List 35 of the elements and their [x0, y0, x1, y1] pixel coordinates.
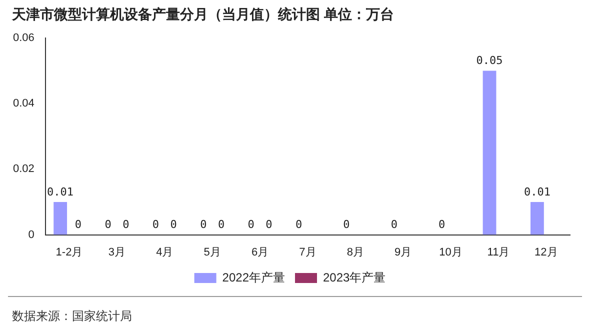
x-tick-label: 7月 [299, 246, 316, 258]
y-tick-label: 0.04 [12, 98, 34, 110]
legend-label: 2022年产量 [222, 270, 286, 284]
data-label: 0 [74, 218, 82, 232]
data-label: 0.01 [524, 185, 550, 198]
x-tick-label: 10月 [439, 246, 462, 258]
x-tick-label: 6月 [251, 246, 269, 258]
data-label: 0 [170, 218, 177, 232]
data-label: 0.05 [476, 54, 503, 68]
data-label: 0 [248, 218, 254, 232]
x-tick-label: 9月 [394, 246, 412, 258]
data-label: 0 [266, 218, 272, 232]
x-tick-label: 3月 [108, 246, 126, 258]
y-tick-label: 0.02 [12, 163, 34, 176]
legend-label: 2023年产量 [323, 270, 386, 284]
source-note: 数据来源：国家统计局 [12, 308, 132, 325]
data-label: 0 [218, 218, 225, 232]
x-tick-label: 4月 [156, 246, 174, 258]
x-tick-label: 8月 [346, 246, 364, 258]
data-label: 0 [104, 218, 112, 232]
x-tick-label: 5月 [204, 246, 221, 258]
data-label: 0.01 [47, 185, 74, 198]
data-label: 0 [295, 218, 302, 232]
data-label: 0 [152, 218, 160, 232]
y-tick-label: 0 [28, 228, 34, 241]
data-label: 0 [200, 218, 207, 232]
y-tick-label: 0.06 [12, 32, 34, 44]
data-label: 0 [390, 218, 398, 232]
data-label: 0 [122, 218, 130, 232]
x-tick-label: 12月 [534, 246, 558, 258]
x-tick-label: 11月 [487, 246, 510, 258]
x-tick-label: 1-2月 [56, 246, 83, 258]
data-label: 0 [343, 218, 350, 232]
data-label: 0 [438, 218, 446, 232]
chart-title: 天津市微型计算机设备产量分月（当月值）统计图 单位：万台 [12, 6, 394, 24]
